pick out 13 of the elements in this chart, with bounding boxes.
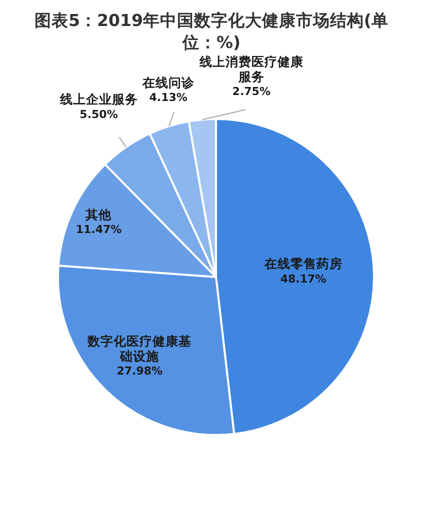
slice-label: 线上企业服务 xyxy=(58,92,138,107)
data-label: 11.47% xyxy=(76,223,122,236)
data-label: 5.50% xyxy=(80,108,118,121)
data-label: 48.17% xyxy=(280,272,326,286)
data-label: 27.98% xyxy=(116,364,163,378)
slice-label: 在线问诊 xyxy=(141,74,196,90)
data-label: 4.13% xyxy=(149,90,188,104)
slice-label: 在线零售药房 xyxy=(263,256,342,272)
data-label: 2.75% xyxy=(232,85,270,98)
slice-label: 其他 xyxy=(84,207,113,222)
slice-label: 数字化医疗健康基础设施 xyxy=(86,333,192,364)
slice-label: 线上消费医疗健康服务 xyxy=(198,54,304,84)
chart-title: 图表5：2019年中国数字化大健康市场结构(单位：%) xyxy=(34,10,390,54)
